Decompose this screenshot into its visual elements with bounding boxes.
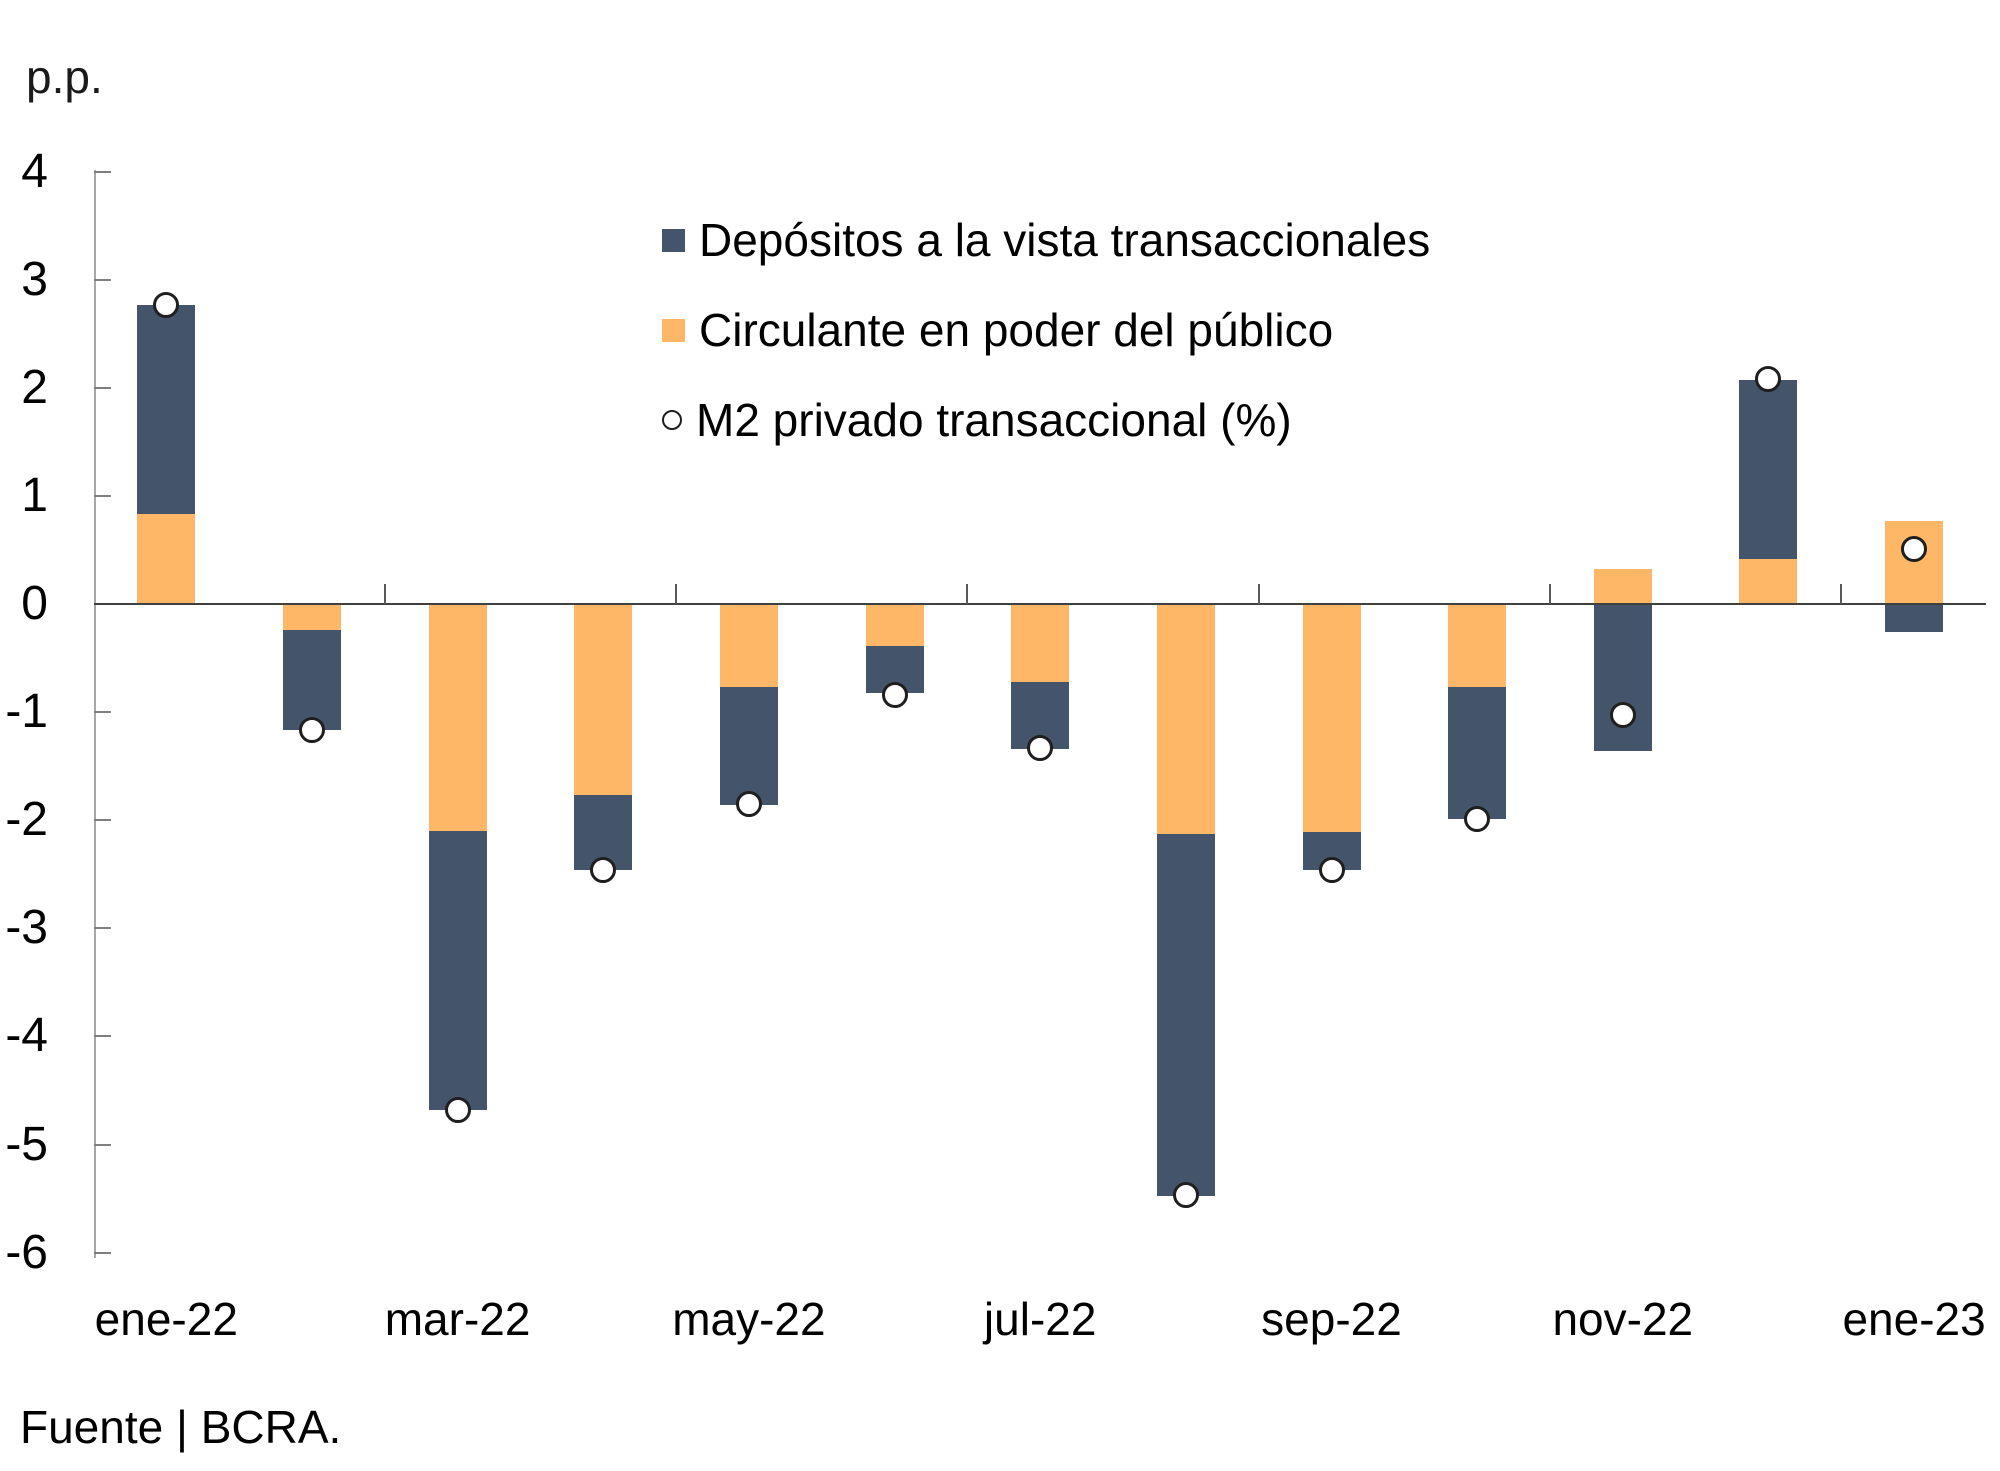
m2-marker-dic-22 <box>1755 366 1782 393</box>
x-axis-label: ene-23 <box>1842 1293 1986 1345</box>
y-tick-label: -4 <box>5 1009 48 1063</box>
bar-segment-cash-abr-22 <box>574 604 633 796</box>
y-tick-label: -6 <box>5 1225 48 1279</box>
bar-segment-cash-mar-22 <box>428 604 487 831</box>
y-tick <box>94 494 111 497</box>
legend-label-deposits: Depósitos a la vista transaccionales <box>699 214 1431 266</box>
bar-segment-deposits-nov-22 <box>1593 604 1652 752</box>
bar-segment-cash-ene-22 <box>137 514 196 604</box>
x-axis-tick <box>1548 584 1551 604</box>
y-tick-label: -3 <box>5 901 48 955</box>
m2-marker-ene-23 <box>1901 535 1928 562</box>
m2-marker-jun-22 <box>881 681 908 708</box>
x-axis-label: ene-22 <box>94 1293 238 1345</box>
x-axis-tick <box>383 584 386 604</box>
bar-segment-cash-feb-22 <box>282 604 341 630</box>
bar-segment-deposits-ene-22 <box>137 304 196 515</box>
y-tick <box>94 711 111 714</box>
x-axis-tick <box>1257 584 1260 604</box>
y-tick-label: -5 <box>5 1117 48 1171</box>
m2-marker-oct-22 <box>1464 806 1491 833</box>
bar-segment-cash-nov-22 <box>1593 569 1652 604</box>
y-tick <box>94 1143 111 1146</box>
x-axis-label: may-22 <box>672 1293 826 1345</box>
x-axis-tick <box>675 584 678 604</box>
m2-marker-nov-22 <box>1609 702 1636 729</box>
y-tick <box>94 1251 111 1254</box>
y-tick <box>94 927 111 930</box>
chart-legend: Depósitos a la vista transaccionales Cir… <box>662 212 1430 482</box>
bar-segment-cash-jun-22 <box>865 604 924 647</box>
bar-segment-deposits-mar-22 <box>428 831 487 1110</box>
y-tick <box>94 170 111 173</box>
y-tick-label: 3 <box>21 252 48 306</box>
legend-label-m2: M2 privado transaccional (%) <box>696 394 1292 446</box>
m2-marker-may-22 <box>735 790 762 817</box>
bar-segment-deposits-ago-22 <box>1156 834 1215 1197</box>
m2-marker-abr-22 <box>590 856 617 883</box>
y-tick-label: 2 <box>21 360 48 414</box>
y-tick-label: -2 <box>5 793 48 847</box>
y-tick <box>94 819 111 822</box>
m2-marker-icon <box>662 410 682 430</box>
y-axis-unit-label: p.p. <box>26 51 103 103</box>
x-axis-label: mar-22 <box>384 1293 531 1345</box>
m2-marker-ago-22 <box>1172 1182 1199 1209</box>
deposits-swatch-icon <box>662 228 685 252</box>
bar-segment-cash-sep-22 <box>1302 604 1361 833</box>
legend-item-m2: M2 privado transaccional (%) <box>662 392 1430 448</box>
source-note: Fuente | BCRA. <box>20 1401 342 1453</box>
bar-segment-deposits-oct-22 <box>1448 687 1507 820</box>
y-axis-line <box>94 170 96 1258</box>
m2-marker-mar-22 <box>444 1096 471 1123</box>
x-axis-tick <box>966 584 969 604</box>
bar-segment-cash-dic-22 <box>1739 558 1798 604</box>
legend-item-cash: Circulante en poder del público <box>662 302 1430 358</box>
y-tick <box>94 1035 111 1038</box>
bar-segment-cash-ene-23 <box>1885 520 1944 604</box>
bar-segment-cash-may-22 <box>719 604 778 688</box>
bar-segment-cash-ago-22 <box>1156 604 1215 835</box>
x-axis-label: jul-22 <box>983 1293 1097 1345</box>
y-tick-label: 0 <box>21 577 48 630</box>
x-axis-label: nov-22 <box>1552 1293 1694 1345</box>
y-tick-label: -1 <box>5 685 48 739</box>
y-tick <box>94 386 111 389</box>
legend-label-cash: Circulante en poder del público <box>699 304 1334 356</box>
legend-item-deposits: Depósitos a la vista transaccionales <box>662 212 1430 268</box>
m2-marker-jul-22 <box>1027 734 1054 761</box>
m2-marker-sep-22 <box>1318 856 1345 883</box>
y-tick-label: 1 <box>21 468 48 522</box>
bar-segment-deposits-feb-22 <box>282 629 341 731</box>
m2-marker-ene-22 <box>153 291 180 318</box>
x-axis-tick <box>1840 584 1843 604</box>
y-tick <box>94 278 111 281</box>
cash-swatch-icon <box>662 318 685 342</box>
bar-segment-deposits-dic-22 <box>1739 380 1798 559</box>
bar-segment-cash-jul-22 <box>1011 604 1070 682</box>
m2-marker-feb-22 <box>298 717 325 744</box>
bar-segment-cash-oct-22 <box>1448 604 1507 688</box>
y-tick-label: 4 <box>21 144 48 198</box>
x-axis-label: sep-22 <box>1261 1293 1402 1345</box>
zero-baseline <box>94 603 1986 605</box>
bar-segment-deposits-may-22 <box>719 687 778 806</box>
bar-segment-deposits-ene-23 <box>1885 604 1944 633</box>
